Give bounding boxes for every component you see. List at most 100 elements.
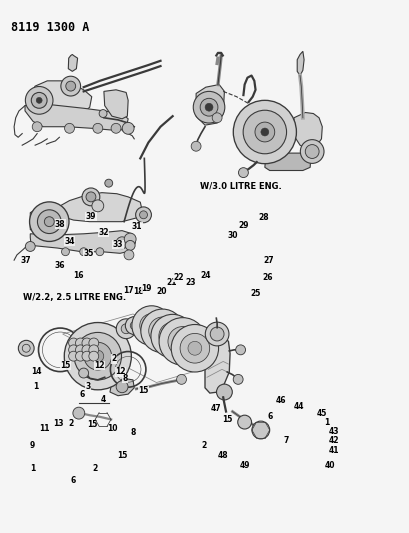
Text: 13: 13 [53,418,64,427]
Circle shape [32,122,42,132]
Text: 15: 15 [138,386,148,395]
Text: 26: 26 [262,272,272,281]
Circle shape [200,98,218,116]
Circle shape [31,92,47,108]
Polygon shape [30,81,92,114]
Polygon shape [68,54,77,71]
Circle shape [139,314,163,337]
Circle shape [36,98,42,103]
Text: 39: 39 [85,212,96,221]
Text: 9: 9 [29,441,34,450]
Circle shape [122,123,134,134]
Text: 34: 34 [64,237,74,246]
Polygon shape [297,51,303,76]
Circle shape [235,345,245,355]
Polygon shape [196,85,224,125]
Circle shape [116,237,128,249]
Text: 16: 16 [73,271,84,280]
Circle shape [193,91,224,123]
Text: 36: 36 [54,261,65,270]
Polygon shape [110,378,134,395]
Circle shape [75,338,85,348]
Polygon shape [30,207,57,234]
Circle shape [65,123,74,133]
Text: 21: 21 [166,278,177,287]
Circle shape [176,374,186,384]
Polygon shape [293,112,321,149]
Text: 7: 7 [283,436,288,445]
Circle shape [99,110,107,117]
Text: 43: 43 [328,426,339,435]
Circle shape [130,321,138,329]
Text: 2: 2 [111,354,116,364]
Text: 15: 15 [117,451,127,460]
Circle shape [254,122,274,142]
Text: 6: 6 [71,475,76,484]
Circle shape [159,318,206,365]
Text: 11: 11 [39,424,49,433]
Circle shape [29,202,69,241]
Text: 29: 29 [238,221,248,230]
Text: 1: 1 [323,417,328,426]
Circle shape [305,144,318,158]
Polygon shape [57,192,142,222]
Text: 49: 49 [239,462,249,471]
Text: 8: 8 [122,374,127,383]
Circle shape [74,333,121,380]
Polygon shape [103,90,128,119]
Circle shape [65,81,76,91]
Text: 22: 22 [173,272,184,281]
Text: 18: 18 [133,287,143,296]
Circle shape [61,248,69,256]
Circle shape [64,322,131,390]
Circle shape [82,188,99,206]
Text: 1: 1 [29,464,35,473]
Circle shape [135,317,149,330]
Text: 17: 17 [124,286,134,295]
Circle shape [82,338,92,348]
Text: 8: 8 [130,428,135,437]
Text: 8119 1300 A: 8119 1300 A [11,21,89,34]
Circle shape [216,384,232,400]
Circle shape [187,341,201,355]
Text: 48: 48 [217,451,228,460]
Text: W/3.0 LITRE ENG.: W/3.0 LITRE ENG. [200,182,281,191]
Text: 30: 30 [227,231,237,240]
Circle shape [96,248,103,256]
Circle shape [68,345,78,355]
Circle shape [191,141,200,151]
Text: 37: 37 [21,256,31,265]
Circle shape [145,320,157,332]
Circle shape [75,351,85,361]
Circle shape [125,317,143,335]
Circle shape [93,123,103,133]
Text: 32: 32 [99,228,109,237]
Text: 35: 35 [83,249,94,258]
Text: 15: 15 [222,415,232,424]
Text: 15: 15 [87,420,97,429]
Circle shape [79,368,88,378]
Circle shape [155,324,169,338]
Text: 2: 2 [92,464,97,473]
Circle shape [205,322,228,346]
Circle shape [25,241,35,252]
Circle shape [243,110,286,154]
Circle shape [212,113,222,123]
Circle shape [300,140,323,164]
Circle shape [140,309,184,353]
Circle shape [89,338,99,348]
Text: 6: 6 [79,390,84,399]
Text: 25: 25 [250,289,260,298]
Text: 12: 12 [115,367,125,376]
Polygon shape [25,103,128,131]
Polygon shape [30,231,135,253]
Text: 38: 38 [55,220,65,229]
Circle shape [73,407,85,419]
Text: 14: 14 [31,367,41,376]
Circle shape [168,327,197,356]
Circle shape [148,317,176,345]
Circle shape [210,327,223,341]
Circle shape [180,334,209,363]
Circle shape [105,179,112,187]
Circle shape [204,103,212,111]
